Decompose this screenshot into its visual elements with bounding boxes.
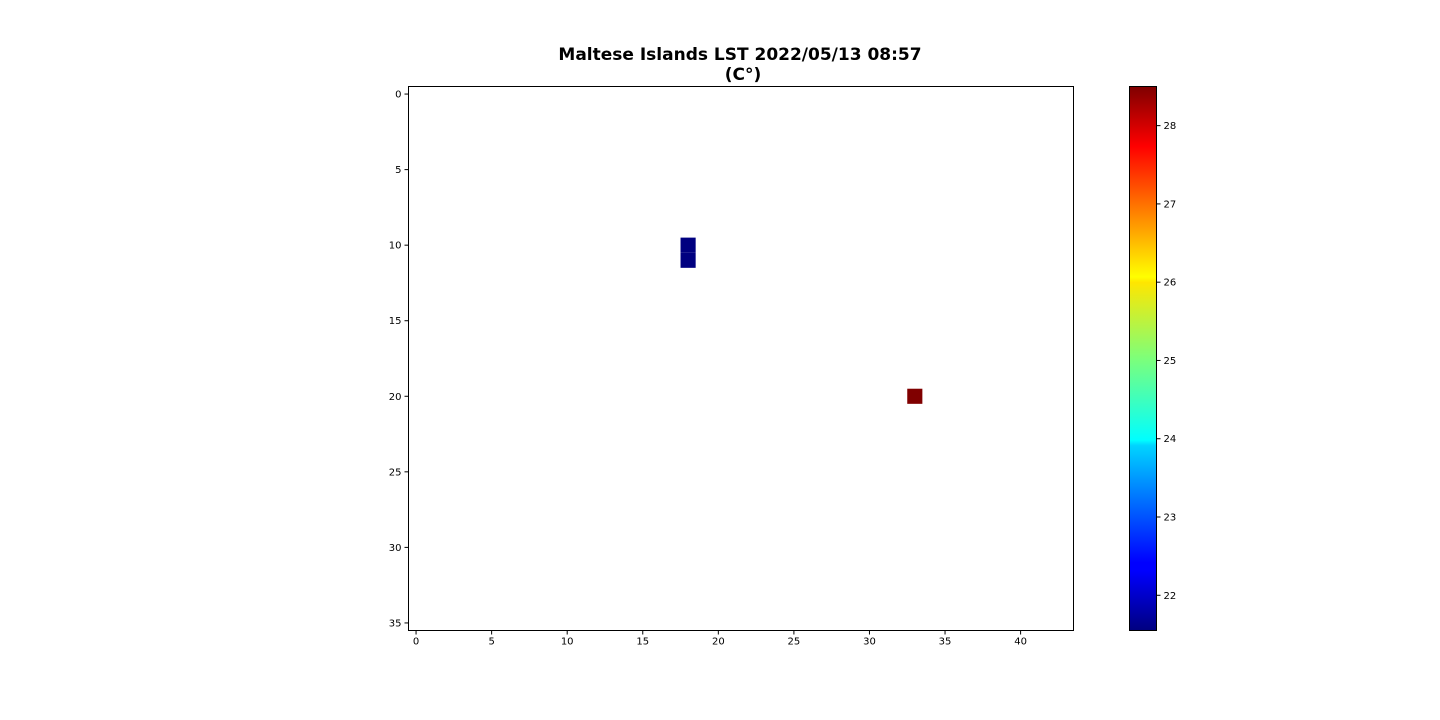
- heatmap-cell: [907, 388, 923, 404]
- x-tick-label: 35: [939, 637, 952, 648]
- colorbar-tick-label: 25: [1164, 356, 1177, 367]
- x-tick-label: 40: [1014, 637, 1027, 648]
- y-tick-label: 0: [395, 90, 401, 101]
- x-tick-label: 0: [413, 637, 419, 648]
- plot-area: [408, 86, 1074, 631]
- heatmap-cell: [680, 237, 696, 253]
- chart-title-line-1: Maltese Islands LST 2022/05/13 08:57: [558, 45, 921, 65]
- chart-title-line-2: (C°): [725, 65, 762, 85]
- colorbar-tick-label: 22: [1164, 591, 1177, 602]
- plot-background: [408, 86, 1074, 631]
- y-axis: 0 5 10 15 20 25 30 35: [389, 90, 409, 629]
- y-tick-label: 20: [389, 392, 402, 403]
- colorbar-tick-label: 28: [1164, 121, 1177, 132]
- colorbar-tick-label: 27: [1164, 199, 1177, 210]
- x-tick-label: 20: [712, 637, 725, 648]
- chart-title: Maltese Islands LST 2022/05/13 08:57 (C°…: [558, 45, 921, 85]
- colorbar-tick-label: 23: [1164, 513, 1177, 524]
- x-axis: 0 5 10 15 20 25 30 35 40: [413, 630, 1027, 648]
- y-tick-label: 5: [395, 165, 401, 176]
- y-tick-label: 25: [389, 467, 402, 478]
- colorbar-tick-label: 26: [1164, 278, 1177, 289]
- x-tick-label: 5: [488, 637, 494, 648]
- colorbar-gradient: [1129, 86, 1157, 631]
- colorbar-tick-label: 24: [1164, 434, 1177, 445]
- x-tick-label: 30: [863, 637, 876, 648]
- plot-frame: [408, 86, 1074, 631]
- y-tick-label: 30: [389, 543, 402, 554]
- y-tick-label: 10: [389, 241, 402, 252]
- x-tick-label: 25: [788, 637, 801, 648]
- x-tick-label: 10: [561, 637, 574, 648]
- y-tick-label: 15: [389, 316, 402, 327]
- x-tick-label: 15: [636, 637, 649, 648]
- y-tick-label: 35: [389, 618, 402, 629]
- colorbar: 22 23 24 25 26 27 28: [1129, 86, 1177, 631]
- colorbar-ticks: 22 23 24 25 26 27 28: [1156, 121, 1177, 602]
- heatmap-cell: [680, 252, 696, 268]
